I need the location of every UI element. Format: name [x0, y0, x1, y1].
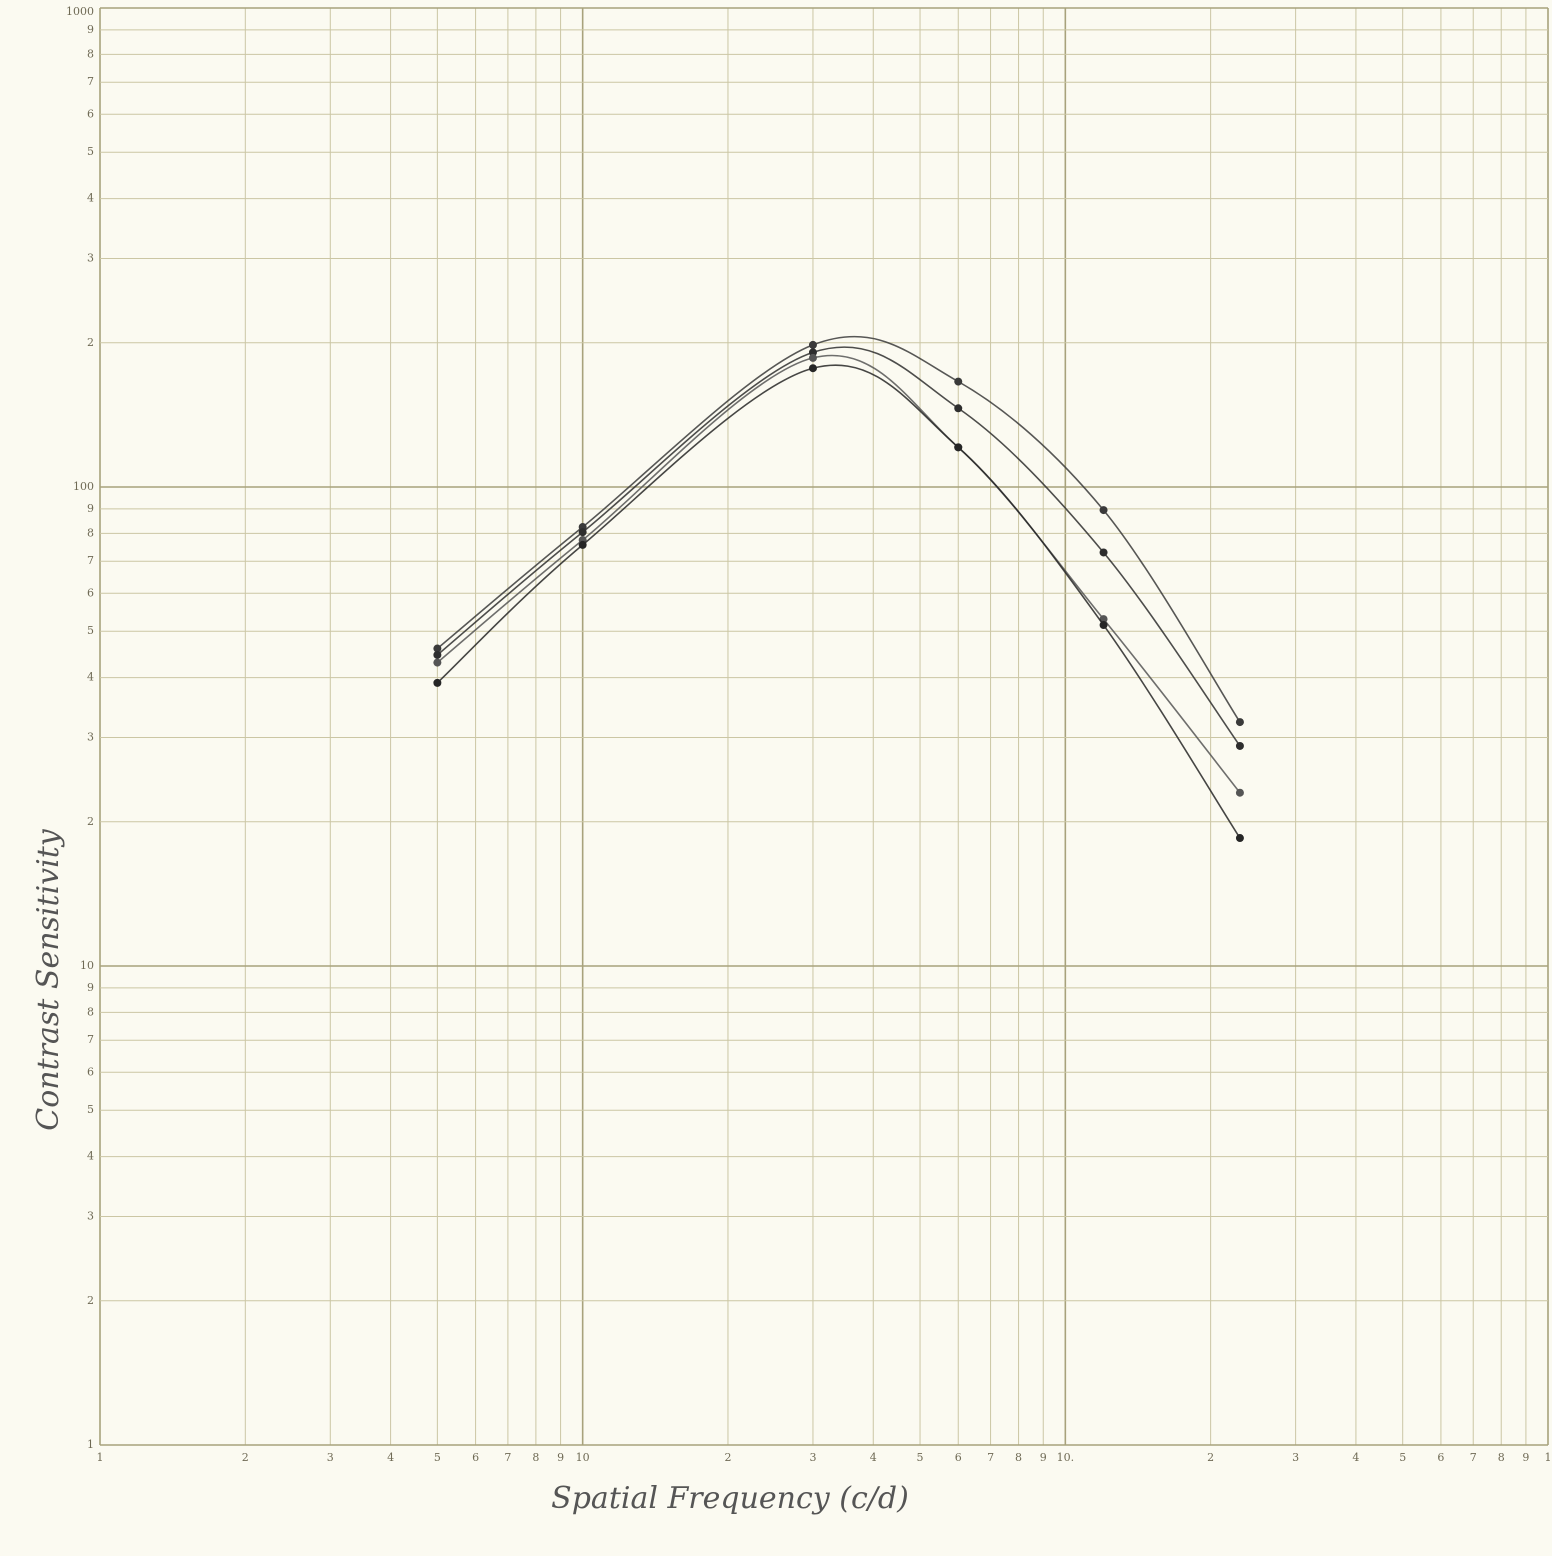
- y-tick-label: 7: [87, 554, 94, 567]
- y-tick-label: 8: [87, 1005, 94, 1018]
- y-tick-label: 9: [87, 23, 94, 36]
- x-tick-label: 2: [724, 1451, 731, 1464]
- y-tick-label: 6: [87, 586, 94, 599]
- x-tick-label: 8: [1498, 1451, 1505, 1464]
- data-point: [808, 353, 817, 362]
- data-point: [808, 348, 817, 357]
- data-point: [433, 678, 442, 687]
- y-tick-label: 7: [87, 1033, 94, 1046]
- y-tick-label: 2: [87, 336, 94, 349]
- y-tick-label: 5: [87, 1103, 94, 1116]
- y-tick-label: 3: [87, 251, 94, 264]
- y-tick-label: 10: [80, 959, 94, 972]
- data-point: [433, 658, 442, 667]
- series-line: [436, 335, 1241, 723]
- data-point: [433, 650, 442, 659]
- data-point: [578, 540, 587, 549]
- data-point: [1099, 506, 1108, 515]
- x-tick-label: 7: [504, 1451, 511, 1464]
- x-tick-label: 5: [434, 1451, 441, 1464]
- y-tick-label: 5: [87, 624, 94, 637]
- series-line: [436, 346, 1241, 747]
- x-tick-label: 9: [1040, 1451, 1047, 1464]
- data-point: [1235, 834, 1244, 843]
- x-tick-label: 6: [472, 1451, 479, 1464]
- data-point: [1099, 621, 1108, 630]
- data-point: [808, 340, 817, 349]
- y-tick-label: 7: [87, 75, 94, 88]
- data-point: [1235, 788, 1244, 797]
- y-tick-label: 9: [87, 981, 94, 994]
- y-tick-label: 2: [87, 1294, 94, 1307]
- series-line: [436, 354, 1241, 794]
- data-point: [954, 404, 963, 413]
- y-tick-label: 1: [87, 1438, 94, 1451]
- x-tick-label: 9: [557, 1451, 564, 1464]
- y-tick-label: 8: [87, 47, 94, 60]
- data-point: [578, 528, 587, 537]
- data-point: [1235, 718, 1244, 727]
- y-tick-label: 2: [87, 815, 94, 828]
- y-tick-label: 3: [87, 730, 94, 743]
- data-point: [1099, 548, 1108, 557]
- x-tick-label: 3: [1292, 1451, 1299, 1464]
- data-point: [433, 644, 442, 653]
- x-tick-label: 5: [917, 1451, 924, 1464]
- y-tick-label: 4: [87, 192, 94, 205]
- x-tick-label: 10: [576, 1451, 590, 1464]
- x-tick-label: 1: [97, 1451, 104, 1464]
- x-tick-label: 5: [1399, 1451, 1406, 1464]
- series-line: [436, 364, 1241, 839]
- y-tick-label: 8: [87, 526, 94, 539]
- x-tick-label: 7: [1470, 1451, 1477, 1464]
- x-tick-label: 2: [1207, 1451, 1214, 1464]
- x-axis-title: Spatial Frequency (c/d): [551, 1481, 909, 1516]
- x-tick-label: 4: [870, 1451, 877, 1464]
- y-tick-label: 1000: [66, 5, 94, 18]
- x-tick-label: 1: [1545, 1451, 1552, 1464]
- x-tick-label: 4: [387, 1451, 394, 1464]
- x-tick-label: 8: [1015, 1451, 1022, 1464]
- x-tick-label: 4: [1352, 1451, 1359, 1464]
- x-tick-label: 7: [987, 1451, 994, 1464]
- x-tick-label: 8: [532, 1451, 539, 1464]
- x-tick-label: 10.: [1057, 1451, 1075, 1464]
- x-tick-label: 3: [327, 1451, 334, 1464]
- y-tick-label: 4: [87, 671, 94, 684]
- y-tick-label: 9: [87, 502, 94, 515]
- data-point: [954, 443, 963, 452]
- y-tick-label: 100: [73, 480, 94, 493]
- x-tick-label: 6: [955, 1451, 962, 1464]
- data-point: [808, 364, 817, 373]
- x-tick-label: 2: [242, 1451, 249, 1464]
- grid: 1 2 3 4 5 6 7 8 9 10 2 3 4 5 6 7 8 9 10. 2 3 4 5 6 7 8 9 1 1000 9 8 7 6 5…: [66, 5, 1552, 1464]
- y-tick-label: 6: [87, 107, 94, 120]
- y-axis-title: Contrast Sensitivity: [31, 828, 66, 1130]
- data-point: [1235, 741, 1244, 750]
- x-tick-label: 3: [809, 1451, 816, 1464]
- x-tick-label: 9: [1522, 1451, 1529, 1464]
- y-tick-label: 5: [87, 145, 94, 158]
- plot: [433, 335, 1244, 843]
- y-tick-label: 3: [87, 1209, 94, 1222]
- y-tick-label: 4: [87, 1150, 94, 1163]
- y-tick-label: 6: [87, 1065, 94, 1078]
- x-tick-label: 6: [1437, 1451, 1444, 1464]
- data-point: [954, 377, 963, 386]
